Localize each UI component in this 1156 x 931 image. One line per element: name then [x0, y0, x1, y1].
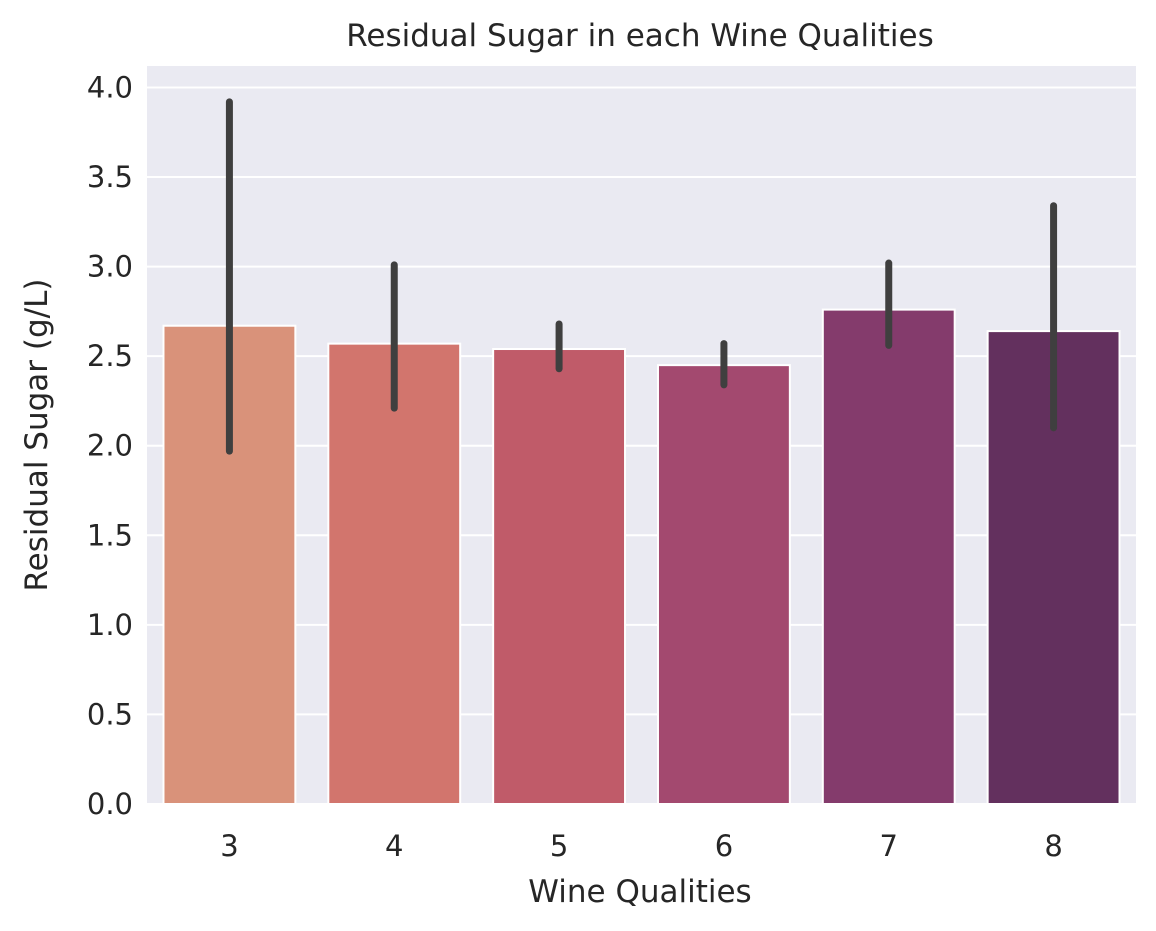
x-tick-label: 5 — [550, 829, 568, 863]
grid-lines — [147, 86, 1136, 805]
plot-background — [147, 66, 1136, 804]
x-axis-label: Wine Qualities — [528, 874, 751, 910]
y-tick-label: 1.5 — [87, 518, 133, 552]
y-axis-label: Residual Sugar (g/L) — [19, 279, 55, 592]
y-tick-label: 2.0 — [87, 429, 133, 463]
x-tick-label: 4 — [385, 829, 403, 863]
y-tick-labels: 0.0 0.5 1.0 1.5 2.0 2.5 3.0 3.5 4.0 — [87, 70, 133, 821]
bar-quality-7 — [821, 308, 956, 805]
y-tick-label: 3.0 — [87, 250, 133, 284]
y-tick-label: 1.0 — [87, 608, 133, 642]
chart-title: Residual Sugar in each Wine Qualities — [346, 18, 934, 54]
bar-quality-5 — [492, 348, 627, 805]
bar-quality-6 — [656, 364, 791, 805]
y-tick-label: 3.5 — [87, 160, 133, 194]
x-tick-label: 3 — [220, 829, 238, 863]
x-tick-label: 6 — [715, 829, 733, 863]
bar-quality-4 — [327, 342, 462, 805]
y-tick-label: 0.5 — [87, 697, 133, 731]
error-bars — [225, 98, 1058, 455]
y-tick-label: 2.5 — [87, 339, 133, 373]
x-tick-label: 7 — [880, 829, 898, 863]
y-tick-label: 4.0 — [87, 70, 133, 104]
bars — [162, 308, 1121, 805]
x-tick-label: 8 — [1044, 829, 1062, 863]
y-tick-label: 0.0 — [87, 787, 133, 821]
x-tick-labels: 3 4 5 6 7 8 — [220, 829, 1063, 863]
